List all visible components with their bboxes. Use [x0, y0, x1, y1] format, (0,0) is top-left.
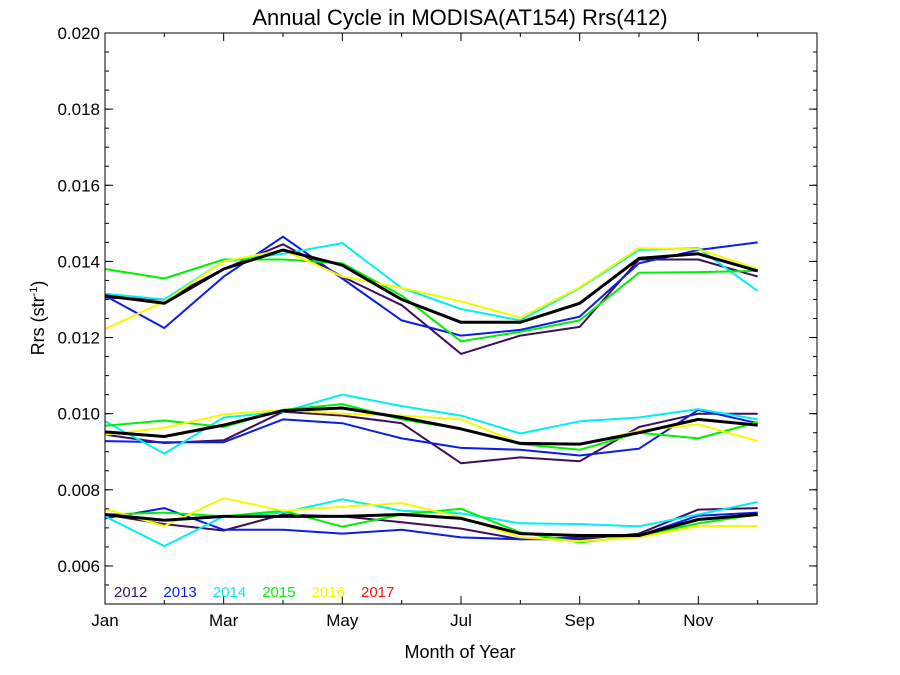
x-tick-label: Jul: [450, 611, 472, 630]
legend-item-2017: 2017: [361, 584, 394, 601]
y-axis-label-superscript: -1: [28, 287, 40, 297]
series-2016-line: [104, 247, 759, 331]
y-axis-ticks: 0.006 0.008 0.010 0.012 0.014 0.016 0.018 0.020: [57, 24, 817, 605]
y-tick-label: 0.006: [57, 557, 100, 576]
series-2013-line: [104, 408, 758, 457]
y-axis-label-close: ): [28, 281, 48, 287]
series-2016-line: [104, 497, 758, 543]
y-axis-label-main: Rrs (str: [28, 296, 48, 355]
x-tick-label: Jan: [91, 611, 118, 630]
x-axis-ticks: Jan Mar May Jul Sep Nov: [91, 33, 759, 630]
y-tick-label: 0.020: [57, 24, 100, 43]
x-tick-label: Mar: [209, 611, 239, 630]
x-tick-label: Nov: [683, 611, 714, 630]
x-tick-label: May: [326, 611, 359, 630]
y-tick-label: 0.012: [57, 329, 100, 348]
y-tick-label: 0.018: [57, 100, 100, 119]
legend: 2012 2013 2014 2015 2016 2017: [114, 584, 394, 601]
legend-item-2012: 2012: [114, 584, 147, 601]
y-tick-label: 0.010: [57, 405, 100, 424]
legend-item-2016: 2016: [312, 584, 345, 601]
y-tick-label: 0.014: [57, 252, 100, 271]
series-2015-line: [104, 258, 758, 343]
x-axis-label: Month of Year: [404, 642, 515, 662]
series-mean-line: [104, 513, 758, 537]
series-mean-line: [104, 406, 758, 446]
series-2012-line: [104, 507, 758, 541]
x-tick-label: Sep: [565, 611, 595, 630]
series-mean-line: [104, 248, 759, 324]
chart-title: Annual Cycle in MODISA(AT154) Rrs(412): [252, 5, 667, 30]
legend-item-2015: 2015: [262, 584, 295, 601]
legend-item-2013: 2013: [163, 584, 196, 601]
plot-lines: [104, 235, 759, 548]
y-tick-label: 0.016: [57, 176, 100, 195]
series-2013-line: [104, 235, 758, 337]
series-2014-line: [104, 393, 758, 455]
legend-item-2014: 2014: [213, 584, 246, 601]
y-axis-label: Rrs (str-1): [28, 281, 48, 356]
y-tick-label: 0.008: [57, 481, 100, 500]
